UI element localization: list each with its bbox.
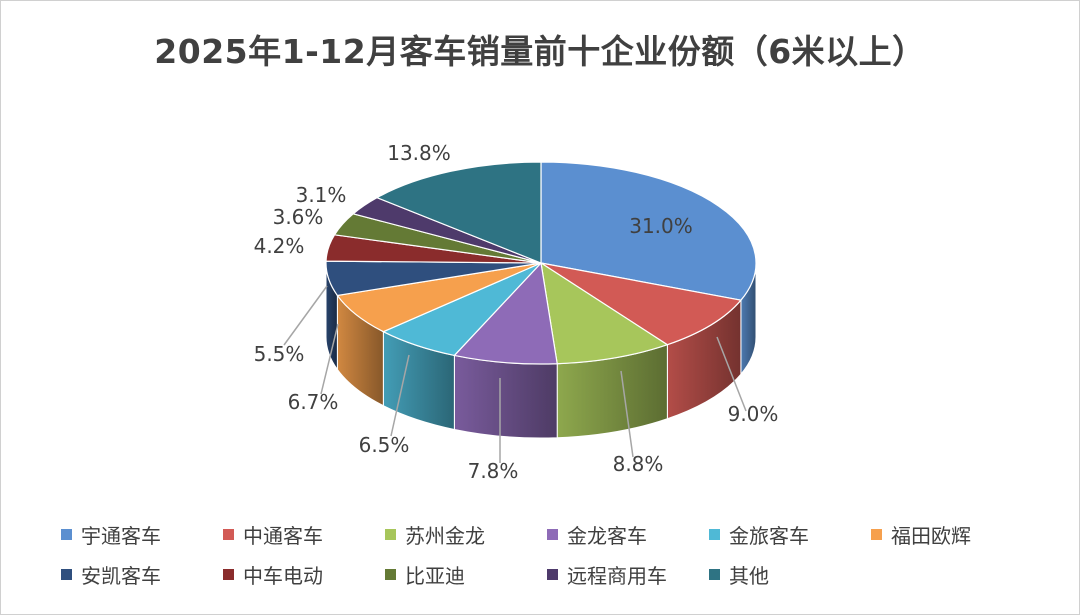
legend-label: 宇通客车 [81,520,161,549]
legend-swatch [385,529,396,540]
legend-row: 安凯客车 中车电动 比亚迪 远程商用车 其他 [1,554,1079,594]
legend-swatch [385,569,396,580]
data-label: 7.8% [468,459,519,483]
legend-label: 安凯客车 [81,560,161,589]
legend-item: 金龙客车 [547,520,709,549]
pie-top [326,162,756,364]
pie-side-金龙客车 [454,355,557,438]
legend-label: 中通客车 [243,520,323,549]
legend-label: 中车电动 [243,560,323,589]
legend-label: 苏州金龙 [405,520,485,549]
legend-swatch [223,529,234,540]
legend-item: 中通客车 [223,520,385,549]
legend-item: 宇通客车 [61,520,223,549]
legend-item: 苏州金龙 [385,520,547,549]
legend-label: 金旅客车 [729,520,809,549]
data-label: 9.0% [728,402,779,426]
legend-label: 金龙客车 [567,520,647,549]
legend: 宇通客车 中通客车 苏州金龙 金龙客车 金旅客车 福田欧辉 安凯客车 中车电动 比亚迪 远程商用… [1,514,1079,594]
data-label: 8.8% [613,452,664,476]
legend-item: 比亚迪 [385,560,547,589]
legend-swatch [61,569,72,580]
legend-item: 其他 [709,560,871,589]
legend-item: 安凯客车 [61,560,223,589]
legend-label: 其他 [729,560,769,589]
legend-row: 宇通客车 中通客车 苏州金龙 金龙客车 金旅客车 福田欧辉 [1,514,1079,554]
legend-swatch [709,569,720,580]
data-label: 6.5% [359,433,410,457]
legend-swatch [547,529,558,540]
leader-line [284,286,327,345]
legend-label: 福田欧辉 [891,520,971,549]
data-label: 13.8% [387,141,451,165]
legend-swatch [709,529,720,540]
data-label: 3.6% [273,205,324,229]
data-label: 31.0% [629,214,693,238]
data-label: 6.7% [288,390,339,414]
legend-label: 远程商用车 [567,560,667,589]
legend-item: 金旅客车 [709,520,871,549]
legend-swatch [547,569,558,580]
data-label: 3.1% [296,183,347,207]
data-label: 5.5% [254,342,305,366]
legend-swatch [871,529,882,540]
legend-label: 比亚迪 [405,560,465,589]
legend-swatch [61,529,72,540]
legend-item: 福田欧辉 [871,520,1033,549]
data-label: 4.2% [254,234,305,258]
legend-item: 中车电动 [223,560,385,589]
legend-item: 远程商用车 [547,560,709,589]
legend-swatch [223,569,234,580]
